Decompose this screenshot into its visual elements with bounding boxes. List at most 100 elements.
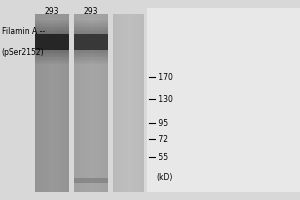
Bar [127,14,128,192]
Bar [34,63,69,64]
Bar [57,14,59,192]
Bar [82,14,84,192]
Bar [125,14,127,192]
Bar [120,14,122,192]
Bar [74,178,108,182]
Bar [74,34,108,50]
Bar [74,20,108,21]
Bar [34,14,69,192]
Bar [34,60,69,61]
Bar [98,14,99,192]
Bar [34,61,69,63]
Bar [74,30,108,31]
Bar [142,14,144,192]
Bar [34,54,69,56]
Bar [46,14,48,192]
Bar [139,14,141,192]
Bar [74,24,108,26]
Bar [34,14,36,192]
Bar [74,57,108,58]
Bar [38,14,40,192]
Bar [74,14,75,192]
Bar [55,14,57,192]
Bar [53,14,55,192]
Bar [128,14,130,192]
Bar [80,14,82,192]
Bar [114,14,116,192]
Bar [52,14,53,192]
Bar [74,31,108,33]
Bar [147,8,300,192]
Bar [133,14,135,192]
Bar [48,14,50,192]
Bar [74,23,108,24]
Bar [112,14,144,192]
Bar [138,14,139,192]
Bar [141,14,142,192]
Bar [41,14,43,192]
Bar [34,20,69,21]
Bar [34,34,69,50]
Bar [84,14,86,192]
Bar [74,21,108,23]
Bar [75,14,77,192]
Bar [124,14,125,192]
Text: Filamin A --: Filamin A -- [2,27,45,36]
Bar [117,14,119,192]
Bar [74,58,108,60]
Bar [74,53,108,54]
Bar [34,21,69,23]
Bar [85,14,87,192]
Bar [74,61,108,63]
Bar [130,14,131,192]
Bar [60,14,62,192]
Text: 293: 293 [44,7,59,16]
Bar [74,56,108,57]
Bar [119,14,120,192]
Bar [62,14,64,192]
Bar [64,14,65,192]
Text: 293: 293 [83,7,98,16]
Bar [34,57,69,58]
Bar [105,14,106,192]
Bar [50,14,52,192]
Bar [74,54,108,56]
Bar [91,14,92,192]
Bar [74,14,108,192]
Bar [34,28,69,30]
Bar [74,33,108,34]
Bar [131,14,133,192]
Bar [87,14,89,192]
Text: (kD): (kD) [156,173,172,182]
Bar [43,14,45,192]
Bar [34,56,69,57]
Bar [74,63,108,64]
Bar [34,23,69,24]
Bar [103,14,105,192]
Bar [66,14,67,192]
Text: 130: 130 [156,95,173,104]
Bar [92,14,94,192]
Text: 72: 72 [156,134,168,144]
Text: 95: 95 [156,118,168,128]
Bar [101,14,103,192]
Bar [34,26,69,27]
Text: 170: 170 [156,72,173,82]
Bar [74,27,108,28]
Bar [135,14,136,192]
Bar [112,14,114,192]
Bar [89,14,91,192]
Bar [36,14,38,192]
Bar [136,14,138,192]
Bar [34,58,69,60]
Bar [40,14,41,192]
Bar [74,60,108,61]
Bar [34,31,69,33]
Text: 55: 55 [156,152,168,162]
Bar [77,14,79,192]
Bar [34,24,69,26]
Bar [96,14,98,192]
Bar [34,53,69,54]
Bar [34,30,69,31]
Bar [74,50,108,51]
